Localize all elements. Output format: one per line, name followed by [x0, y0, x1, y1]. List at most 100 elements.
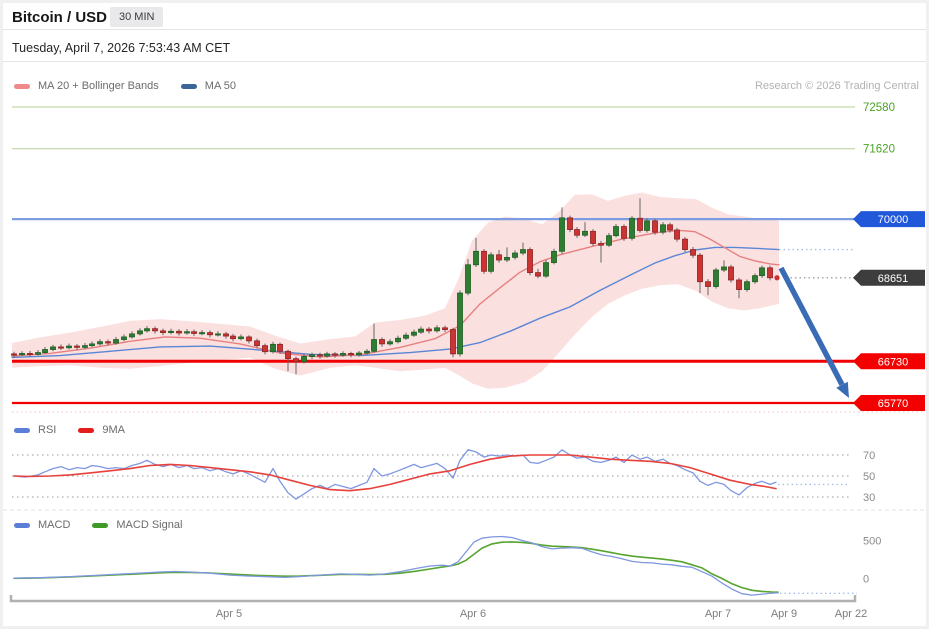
candle-bearish	[58, 346, 64, 349]
candle-bearish	[767, 267, 773, 279]
bollinger-band-area	[12, 192, 779, 389]
legend-label: MA 50	[204, 80, 236, 92]
candle-bullish	[582, 230, 588, 236]
candle-bullish	[364, 350, 370, 354]
chart-text-label: 0	[863, 574, 869, 586]
candle-bearish	[621, 226, 627, 239]
ma50-line	[11, 246, 780, 359]
chart-text-label: 500	[863, 536, 881, 548]
candle-bullish	[129, 333, 135, 338]
symbol-title: Bitcoin / USD	[12, 9, 108, 26]
candle-bullish	[238, 336, 244, 340]
candle-bearish	[207, 332, 213, 336]
candle-bearish	[230, 335, 236, 340]
candle-bullish	[473, 250, 479, 266]
chart-text-label: 71620	[863, 144, 895, 156]
candle-bullish	[660, 224, 666, 233]
chart-text-label: Apr 5	[216, 608, 242, 620]
candle-bearish	[736, 279, 742, 290]
candle-bullish	[97, 341, 103, 345]
candle-bullish	[309, 354, 315, 357]
candle-bearish	[442, 327, 448, 330]
watermark-text: Research © 2026 Trading Central	[754, 80, 919, 92]
candle-bearish	[262, 345, 268, 353]
candle-bearish	[74, 345, 80, 348]
header-divider	[3, 29, 926, 30]
candle-bullish	[395, 337, 401, 343]
candle-bearish	[535, 272, 541, 277]
rsi-line	[13, 449, 777, 500]
candle-bullish	[215, 333, 221, 336]
macd-swatch-icon	[14, 522, 30, 528]
chart-text-label: 70	[863, 450, 875, 462]
candle-bullish	[50, 346, 56, 350]
chart-text-label: 68651	[878, 273, 909, 285]
legend-label: 9MA	[102, 424, 125, 436]
candle-bullish	[340, 353, 346, 356]
candle-bullish	[759, 267, 765, 277]
price-level-badge	[853, 395, 925, 411]
candle-bullish	[434, 327, 440, 332]
candle-bearish	[667, 224, 673, 231]
rsi-9ma-line	[13, 454, 777, 492]
legend-label: MACD	[38, 519, 71, 531]
arrow-head-icon	[836, 381, 849, 398]
legend-item-macd-signal: MACD Signal	[92, 519, 182, 531]
candlestick-series	[11, 198, 773, 375]
bearish-forecast-arrow	[778, 266, 845, 386]
chart-text-label: 66730	[878, 356, 909, 368]
candle-bearish	[293, 358, 299, 363]
legend-item-rsi: RSI	[14, 424, 56, 436]
candle-bullish	[504, 256, 510, 261]
ma50-swatch-icon	[180, 83, 197, 89]
candle-bearish	[481, 250, 487, 272]
legend-label: RSI	[38, 424, 57, 436]
legend-label: MACD Signal	[116, 519, 183, 531]
candle-bullish	[713, 269, 719, 287]
candle-bullish	[82, 345, 88, 348]
candle-bullish	[168, 330, 174, 333]
candle-bearish	[285, 350, 291, 360]
candle-bullish	[418, 328, 424, 333]
candle-bullish	[89, 343, 95, 347]
candle-bullish	[543, 262, 549, 277]
candle-bearish	[27, 353, 33, 356]
candle-bullish	[613, 226, 619, 237]
legend-item-ma50: MA 50	[180, 80, 236, 92]
chart-text-label: Apr 22	[835, 608, 867, 620]
chart-text-label: Apr 6	[460, 608, 486, 620]
candle-bullish	[121, 336, 127, 340]
chart-text-label: 70000	[878, 214, 909, 226]
candle-bullish	[371, 339, 377, 352]
chart-text-label: 72580	[863, 102, 895, 114]
candle-bearish	[574, 229, 580, 236]
candle-bearish	[426, 328, 432, 332]
candle-bullish	[66, 345, 72, 349]
last-price-dot	[774, 275, 780, 281]
rsi-swatch-icon	[14, 427, 30, 433]
candle-bullish	[520, 249, 526, 254]
candle-bearish	[674, 229, 680, 240]
candle-bearish	[254, 340, 260, 347]
candle-bearish	[223, 333, 229, 337]
candle-bearish	[105, 341, 111, 344]
chart-datetime: Tuesday, April 7, 2026 7:53:43 AM CET	[12, 41, 231, 55]
price-level-badge	[853, 211, 925, 228]
candle-bearish	[705, 281, 711, 287]
chart-text-label: 50	[863, 471, 875, 483]
candle-bearish	[527, 249, 533, 274]
candle-bullish	[465, 264, 471, 294]
candle-bullish	[512, 252, 518, 258]
rsi-9ma-swatch-icon	[78, 427, 95, 433]
macd-legend: MACD MACD Signal	[14, 519, 204, 531]
candle-bullish	[356, 352, 362, 356]
price-legend: MA 20 + Bollinger Bands MA 50	[14, 80, 258, 92]
legend-label: MA 20 + Bollinger Bands	[38, 80, 159, 92]
chart-text-label: Apr 9	[771, 608, 797, 620]
candle-bearish	[332, 353, 338, 356]
candle-bearish	[379, 339, 385, 345]
chart-text-label: Apr 7	[705, 608, 731, 620]
candle-bearish	[450, 329, 456, 355]
candle-bullish	[488, 254, 494, 272]
